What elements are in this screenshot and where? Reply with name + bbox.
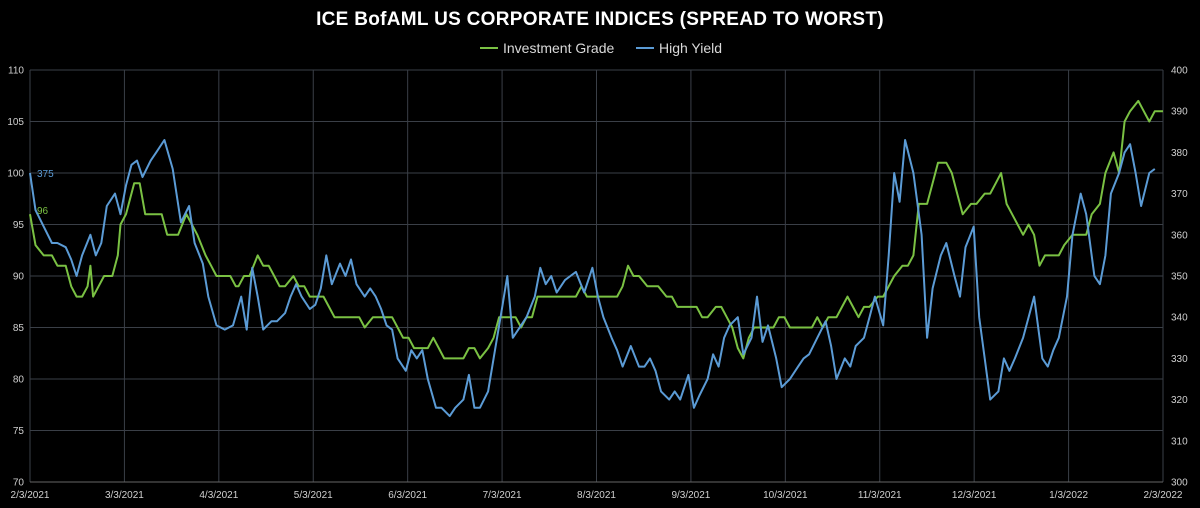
y-left-tick-label: 70	[13, 478, 25, 489]
chart-title: ICE BofAML US CORPORATE INDICES (SPREAD …	[316, 9, 884, 30]
x-tick-label: 8/3/2021	[577, 490, 616, 501]
x-tick-label: 5/3/2021	[294, 490, 333, 501]
x-tick-label: 10/3/2021	[763, 490, 808, 501]
y-right-tick-label: 400	[1171, 66, 1188, 77]
data-label-high-yield: 375	[37, 169, 54, 180]
y-right-tick-label: 390	[1171, 107, 1188, 118]
y-right-tick-label: 340	[1171, 313, 1188, 324]
x-tick-label: 2/3/2021	[11, 490, 50, 501]
x-tick-label: 12/3/2021	[952, 490, 997, 501]
y-right-tick-label: 320	[1171, 395, 1188, 406]
x-tick-label: 4/3/2021	[199, 490, 238, 501]
y-left-tick-label: 110	[8, 66, 24, 77]
y-left-tick-label: 85	[13, 323, 25, 334]
x-tick-label: 1/3/2022	[1049, 490, 1088, 501]
series-line-high-yield	[29, 139, 1156, 418]
y-right-tick-label: 350	[1171, 272, 1188, 283]
y-left-tick-label: 75	[13, 426, 25, 437]
y-left-tick-label: 80	[13, 375, 25, 386]
gridlines	[29, 69, 1164, 483]
y-left-tick-label: 90	[13, 272, 25, 283]
legend-label-high-yield: High Yield	[659, 40, 722, 56]
legend-label-investment-grade: Investment Grade	[503, 40, 614, 56]
data-label-investment-grade: 96	[37, 206, 49, 217]
y-left-tick-label: 100	[7, 169, 24, 180]
y-right-tick-label: 370	[1171, 189, 1188, 200]
y-right-tick-label: 310	[1171, 436, 1188, 447]
series-lines	[29, 99, 1163, 418]
series-line-investment-grade	[29, 99, 1163, 360]
y-right-tick-label: 300	[1171, 478, 1188, 489]
x-tick-label: 2/3/2022	[1144, 490, 1183, 501]
axes: 70 75 80 85 90 95 100 105 110 300 310 320 330 340 350 3…	[7, 66, 1188, 502]
annotations: 96 375	[37, 169, 54, 217]
y-left-tick-label: 105	[7, 117, 24, 128]
y-left-tick-label: 95	[13, 220, 25, 231]
y-right-tick-label: 330	[1171, 354, 1188, 365]
y-right-tick-label: 380	[1171, 148, 1188, 159]
x-tick-label: 7/3/2021	[483, 490, 522, 501]
x-tick-label: 3/3/2021	[105, 490, 144, 501]
x-tick-label: 6/3/2021	[388, 490, 427, 501]
legend: Investment Grade High Yield	[480, 40, 722, 56]
x-tick-label: 11/3/2021	[858, 490, 902, 501]
y-right-tick-label: 360	[1171, 230, 1188, 241]
x-tick-label: 9/3/2021	[671, 490, 710, 501]
